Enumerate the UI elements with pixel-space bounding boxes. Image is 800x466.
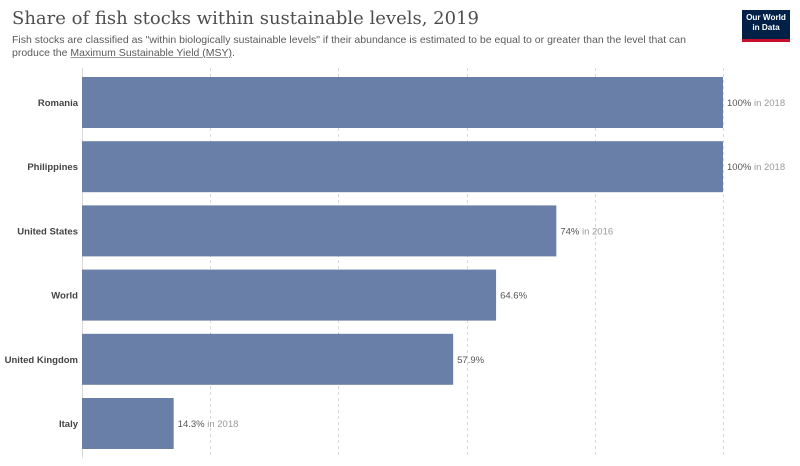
value-label: 74% in 2016 (560, 226, 613, 237)
value-label: 14.3% in 2018 (178, 419, 239, 430)
value-number: 100% (727, 162, 752, 173)
value-year-note: in 2016 (579, 226, 613, 237)
category-label: Italy (59, 419, 79, 430)
bar (82, 333, 454, 385)
value-number: 74% (560, 226, 580, 237)
bar (82, 205, 557, 257)
category-label: World (51, 291, 78, 302)
bar (82, 141, 723, 193)
value-label: 64.6% (500, 291, 527, 302)
value-number: 64.6% (500, 291, 527, 302)
value-label: 100% in 2018 (727, 98, 785, 109)
bar (82, 77, 723, 128)
value-number: 57.9% (457, 355, 484, 366)
category-label: Romania (38, 98, 79, 109)
category-label: United States (17, 226, 78, 237)
value-year-note: in 2018 (751, 98, 785, 109)
category-label: Philippines (27, 162, 78, 173)
subtitle-text: Fish stocks are classified as "within bi… (12, 34, 686, 59)
logo-line-1: Our World (746, 13, 786, 22)
bar (82, 398, 174, 449)
value-number: 14.3% (178, 419, 205, 430)
value-label: 57.9% (457, 355, 484, 366)
value-label: 100% in 2018 (727, 162, 785, 173)
value-year-note: in 2018 (205, 419, 239, 430)
bar (82, 269, 497, 321)
msy-link[interactable]: Maximum Sustainable Yield (MSY) (70, 47, 233, 59)
owid-logo[interactable]: Our World in Data (742, 10, 790, 42)
value-year-note: in 2018 (751, 162, 785, 173)
logo-line-2: in Data (752, 22, 780, 32)
chart-subtitle: Fish stocks are classified as "within bi… (12, 34, 712, 60)
value-number: 100% (727, 98, 752, 109)
chart-title: Share of fish stocks within sustainable … (12, 8, 479, 29)
subtitle-end: . (232, 47, 235, 59)
category-label: United Kingdom (5, 355, 78, 366)
